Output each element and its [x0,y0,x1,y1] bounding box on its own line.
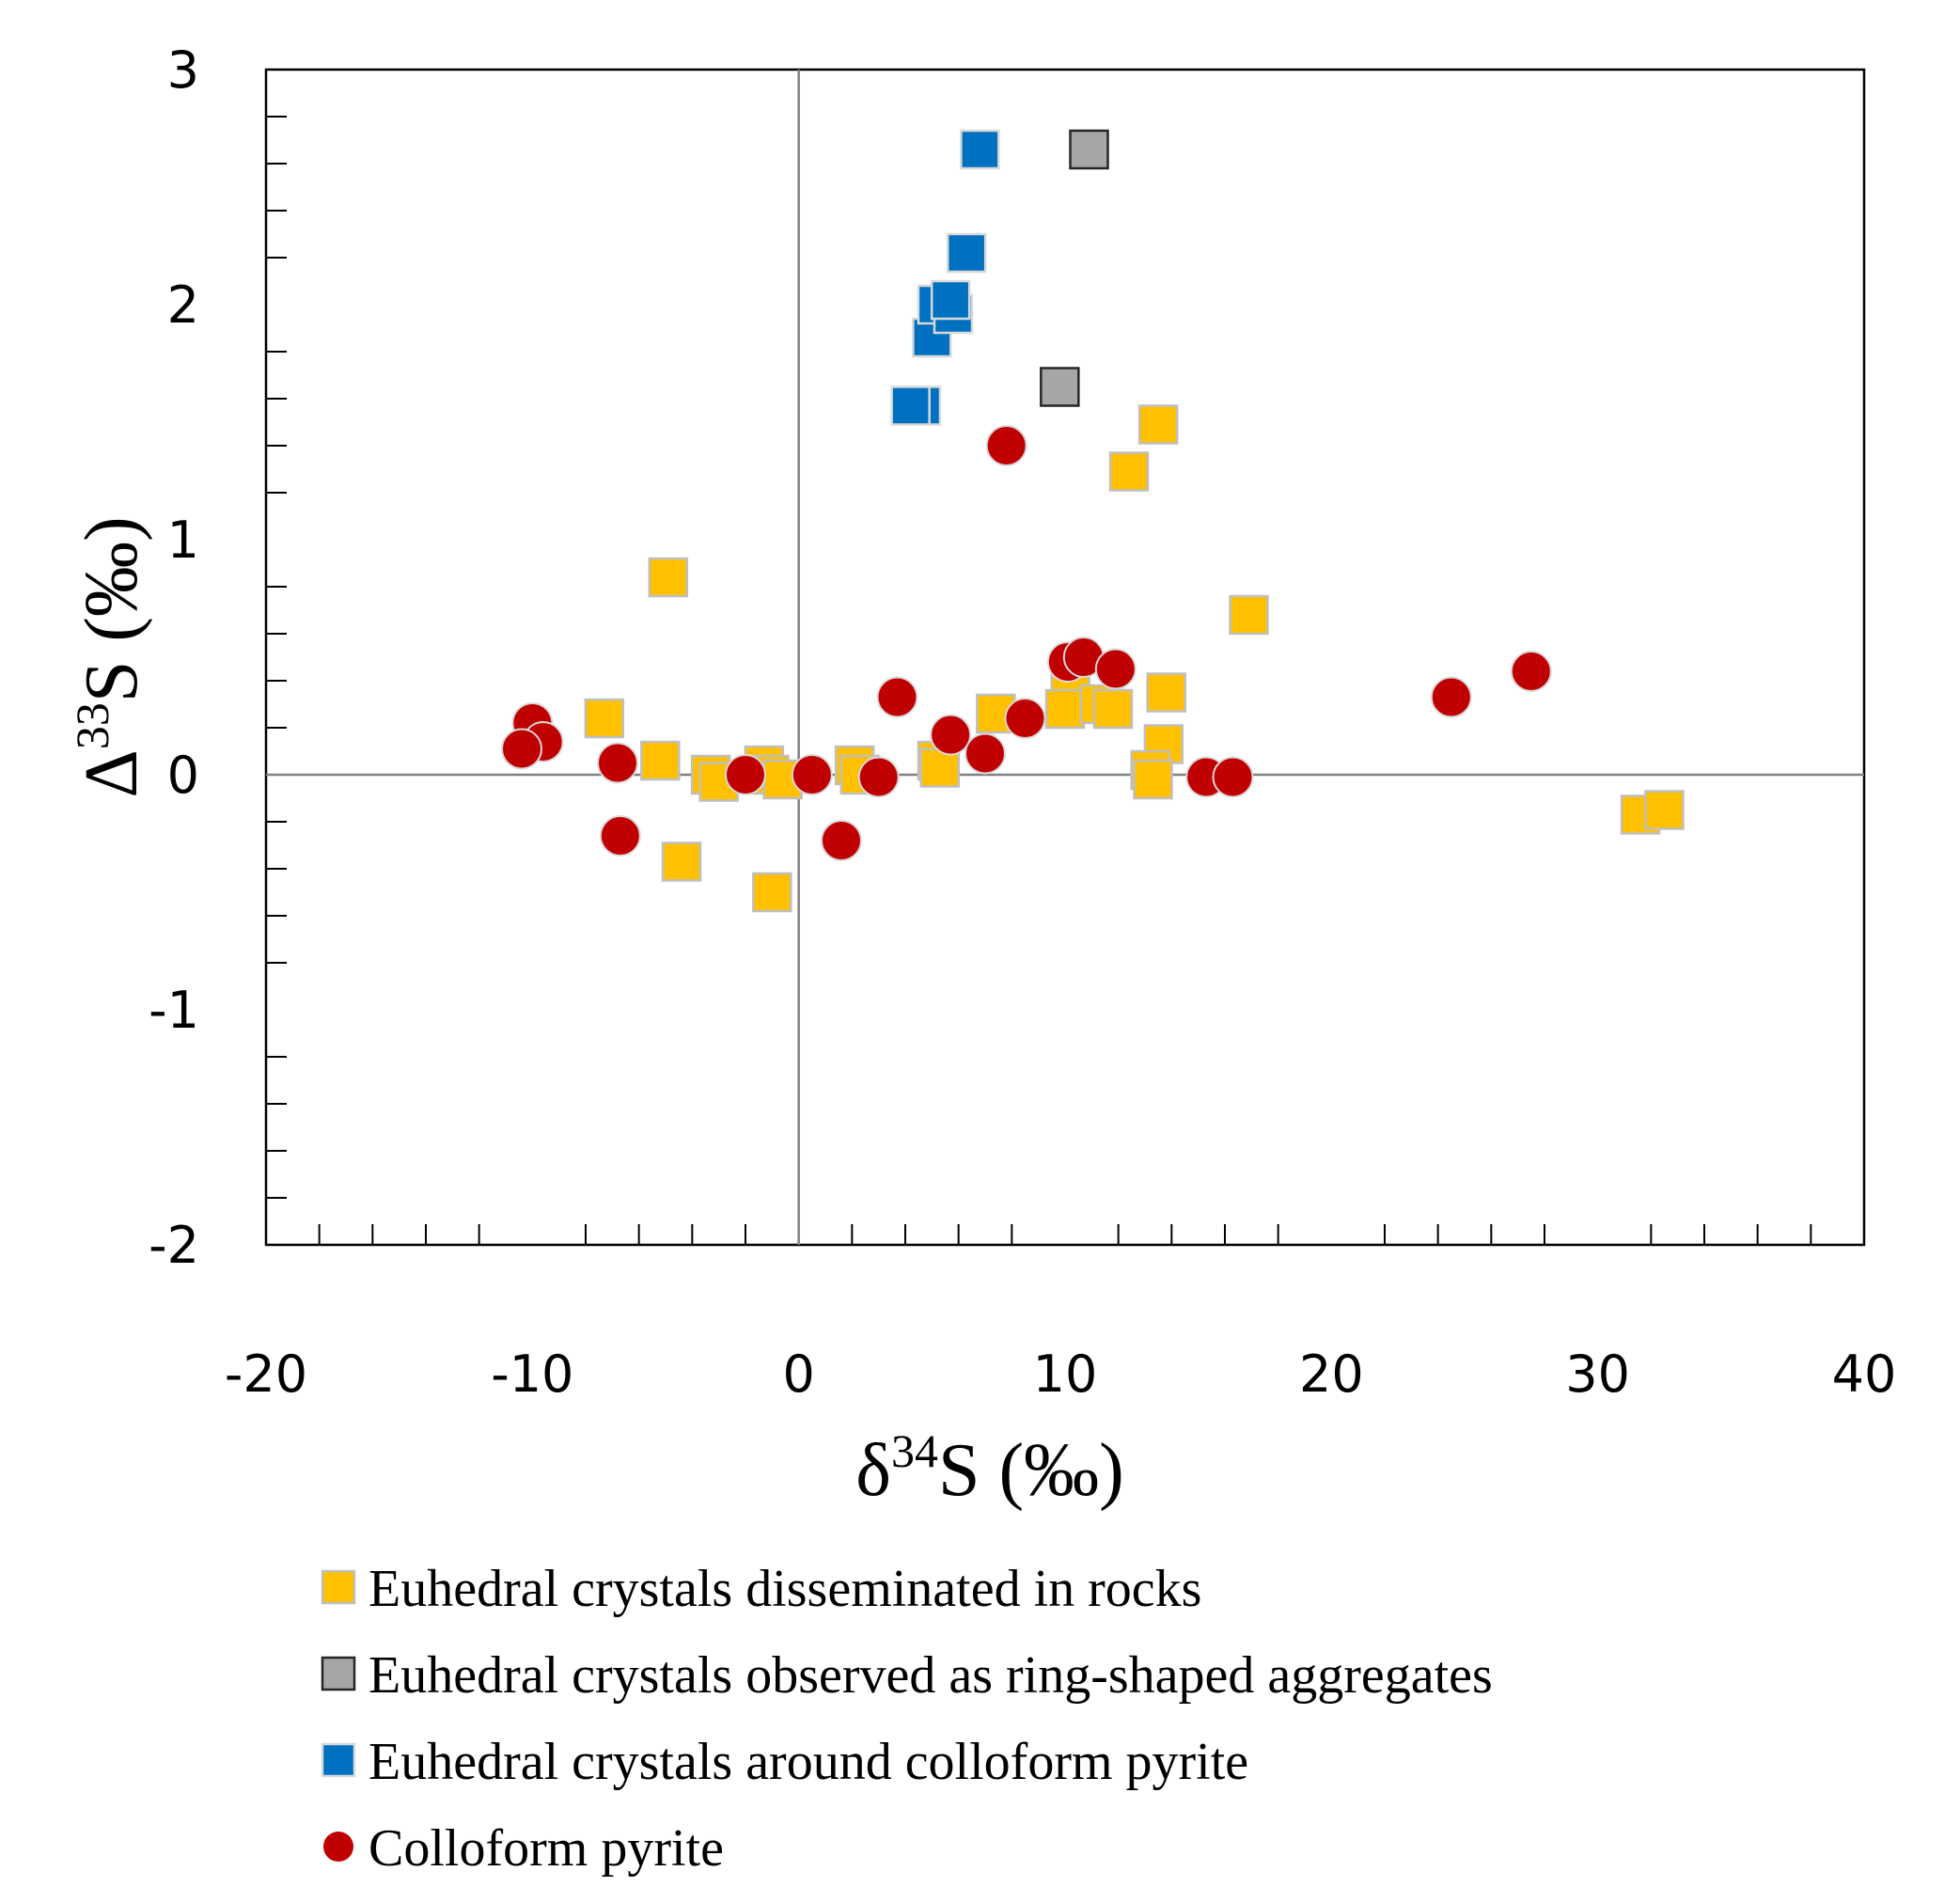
legend-marker [323,1832,353,1862]
x-tick-label: 10 [1033,1345,1098,1404]
data-point-1 [1644,790,1685,830]
legend-label: Euhedral crystals around colloform pyrit… [368,1733,1248,1791]
data-point-1 [648,557,689,598]
data-point-1 [752,872,792,913]
data-point-1 [1229,594,1269,636]
x-tick-label: -20 [225,1345,307,1404]
data-point-1 [1137,404,1179,445]
data-point-4 [964,732,1006,775]
data-point-4 [1094,648,1137,690]
y-axis-title: Δ33S (‰) [66,516,153,797]
data-point-1 [584,698,625,739]
y-tick-label: 2 [167,275,199,335]
data-point-4 [876,676,918,718]
y-tick-label: 0 [167,746,199,805]
x-tick-label: 0 [782,1345,814,1404]
legend-marker [321,1569,356,1605]
data-point-4 [599,815,641,857]
legend-label: Euhedral crystals observed as ring-shape… [368,1646,1493,1705]
data-point-4 [985,425,1027,466]
data-point-3 [946,232,987,274]
y-tick-label: -1 [149,981,199,1040]
data-point-3 [930,279,971,321]
data-point-1 [1146,672,1186,713]
data-point-4 [597,742,638,784]
data-point-4 [725,754,766,795]
data-point-1 [661,841,702,882]
data-point-4 [821,820,862,861]
data-point-2 [1069,129,1109,170]
legend-marker [321,1742,356,1778]
data-point-4 [501,728,542,770]
data-point-1 [1044,688,1086,730]
legend-marker [321,1656,356,1691]
x-axis-title: δ34S (‰) [855,1424,1123,1512]
data-point-4 [857,756,900,798]
x-tick-label: 30 [1565,1345,1630,1404]
data-point-4 [1510,651,1552,692]
data-point-4 [791,754,833,795]
data-point-3 [890,385,931,426]
data-point-1 [1133,759,1173,800]
data-point-4 [1430,676,1472,718]
data-point-4 [930,714,972,756]
data-point-2 [1040,367,1080,407]
y-tick-label: 1 [167,511,199,570]
legend-label: Euhedral crystals disseminated in rocks [368,1560,1201,1618]
x-tick-label: 40 [1832,1345,1897,1404]
data-point-1 [1092,688,1134,730]
y-tick-label: -2 [149,1216,199,1275]
data-point-3 [960,129,1000,170]
legend-label: Colloform pyrite [368,1819,724,1878]
data-point-1 [640,740,681,781]
y-tick-label: 3 [167,40,199,100]
legend: Euhedral crystals disseminated in rocks E… [321,1560,1493,1878]
x-tick-label: 20 [1299,1345,1364,1404]
data-point-4 [1212,756,1254,798]
data-point-4 [1004,698,1046,739]
x-tick-label: -10 [491,1345,573,1404]
data-point-1 [1108,451,1150,492]
